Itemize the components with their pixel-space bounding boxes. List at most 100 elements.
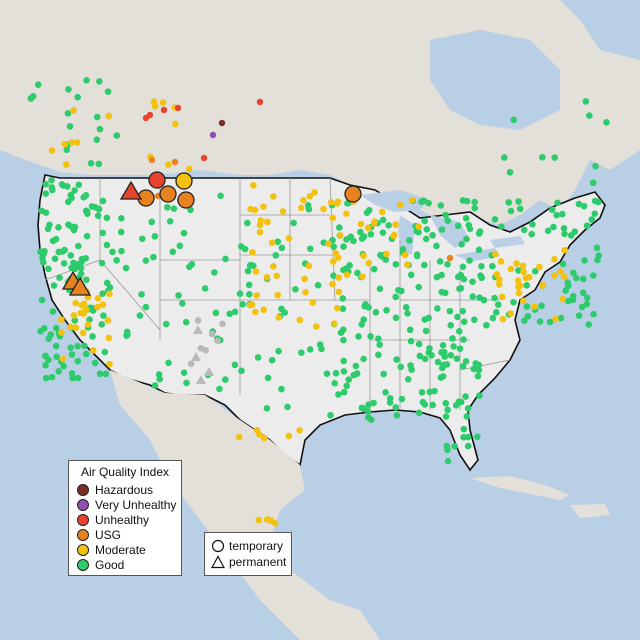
station-dot xyxy=(415,283,423,291)
station-dot xyxy=(343,382,351,390)
station-dot xyxy=(376,285,384,293)
station-dot xyxy=(444,446,451,454)
station-dot xyxy=(273,272,281,280)
station-dot xyxy=(447,321,455,329)
station-dot xyxy=(42,374,50,382)
station-dot xyxy=(117,228,125,236)
temporary-station xyxy=(177,191,195,209)
station-dot xyxy=(489,314,497,322)
station-dot xyxy=(150,98,158,106)
station-dot xyxy=(551,272,558,279)
station-dot xyxy=(96,78,103,85)
station-dot xyxy=(241,245,249,253)
station-dot xyxy=(183,379,190,387)
temporary-station xyxy=(159,185,177,203)
station-dot xyxy=(523,281,531,289)
station-dot xyxy=(84,210,91,218)
station-dot xyxy=(460,318,468,326)
station-dot xyxy=(71,187,78,194)
station-dot xyxy=(172,120,179,128)
station-dot xyxy=(67,344,75,351)
station-dot xyxy=(392,260,400,268)
station-dot xyxy=(418,388,426,396)
station-dot xyxy=(462,214,470,222)
station-dot xyxy=(589,272,597,279)
station-dot xyxy=(421,355,429,363)
station-dot xyxy=(367,332,374,340)
station-dot xyxy=(98,321,106,328)
station-dot xyxy=(71,317,79,324)
station-dot xyxy=(469,293,477,300)
station-dot xyxy=(491,294,498,302)
station-dot xyxy=(529,221,536,228)
station-dot xyxy=(458,240,465,248)
station-dot xyxy=(358,404,366,412)
station-dot xyxy=(539,281,547,289)
station-dot xyxy=(305,205,313,213)
station-dot xyxy=(62,161,70,168)
station-dot xyxy=(421,316,428,323)
station-dot xyxy=(306,193,314,200)
station-dot xyxy=(365,206,373,214)
station-dot xyxy=(343,210,350,217)
station-dot xyxy=(340,357,348,365)
legend-label: Hazardous xyxy=(95,483,154,497)
station-dot xyxy=(552,315,559,323)
station-dot xyxy=(578,303,586,311)
station-dot xyxy=(151,233,159,240)
station-dot xyxy=(421,261,428,269)
station-dot xyxy=(63,146,71,154)
station-dot xyxy=(531,303,538,310)
legend-label: temporary xyxy=(229,539,284,553)
station-dot xyxy=(89,333,96,340)
station-dot xyxy=(337,329,345,336)
station-dot xyxy=(436,258,444,265)
station-dot xyxy=(551,154,559,161)
station-dot xyxy=(67,252,75,259)
station-dot xyxy=(428,351,435,359)
station-dot xyxy=(49,308,57,315)
station-dot xyxy=(515,267,522,274)
triangle-icon xyxy=(211,555,225,569)
station-dot xyxy=(182,318,190,326)
station-dot xyxy=(327,199,335,206)
station-dot xyxy=(142,114,150,122)
station-dot xyxy=(483,321,490,329)
legend-label: Very Unhealthy xyxy=(95,498,177,512)
station-dot xyxy=(155,371,163,378)
station-dot xyxy=(65,221,72,228)
station-dot xyxy=(340,243,347,251)
station-dot xyxy=(164,161,172,168)
station-dot xyxy=(188,260,196,268)
station-dot xyxy=(592,162,599,170)
station-dot xyxy=(375,351,382,359)
station-dot xyxy=(560,225,568,232)
station-dot xyxy=(497,258,505,265)
station-dot xyxy=(392,404,400,411)
station-dot xyxy=(390,231,398,239)
station-dot xyxy=(336,232,344,239)
station-dot xyxy=(470,365,478,373)
station-dot xyxy=(539,153,546,161)
station-dot xyxy=(564,282,572,290)
station-dot xyxy=(83,276,90,284)
station-dot xyxy=(393,356,400,363)
station-dot xyxy=(438,364,446,372)
station-dot xyxy=(73,139,81,146)
station-dot xyxy=(253,426,261,434)
station-dot xyxy=(429,231,436,239)
station-dot xyxy=(55,367,62,375)
station-dot xyxy=(386,399,394,406)
station-dot xyxy=(301,275,308,283)
station-dot xyxy=(263,274,271,281)
station-dot xyxy=(300,196,307,204)
station-dot xyxy=(426,344,433,352)
station-dot xyxy=(462,357,470,365)
station-dot xyxy=(407,271,415,279)
station-dot xyxy=(475,361,483,369)
permanent-station xyxy=(193,325,203,334)
station-dot xyxy=(330,243,338,251)
station-dot xyxy=(200,154,208,162)
station-dot xyxy=(375,335,382,343)
station-dot xyxy=(343,271,351,278)
